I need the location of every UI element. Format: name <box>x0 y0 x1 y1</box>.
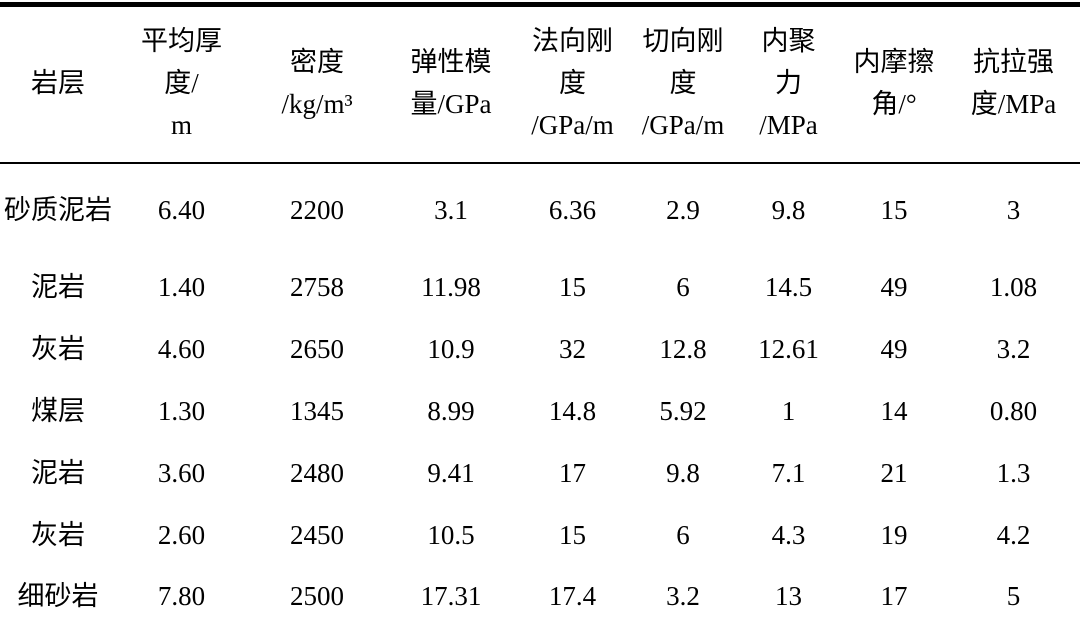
friction-angle-cell: 49 <box>880 272 908 303</box>
friction-angle-cell: 17 <box>880 581 908 612</box>
normal-stiffness-cell: 17.4 <box>548 581 597 612</box>
thickness-cell: 1.40 <box>157 272 206 303</box>
thickness-cell: 4.60 <box>157 334 206 365</box>
thickness-cell: 3.60 <box>157 458 206 489</box>
rock-layer-cell: 灰岩 <box>31 520 85 551</box>
friction-angle-cell: 19 <box>880 520 908 551</box>
header-normal-stiffness: 法向刚 度 /GPa/m <box>515 4 630 164</box>
table-row: 灰岩 2.60 2450 10.5 15 6 4.3 19 4.2 <box>0 505 1080 567</box>
thickness-cell: 6.40 <box>157 194 206 225</box>
header-friction-angle: 内摩擦 角/° <box>841 4 947 164</box>
normal-stiffness-cell: 32 <box>559 334 586 365</box>
friction-angle-cell: 49 <box>880 334 908 365</box>
shear-stiffness-cell: 6 <box>676 520 690 551</box>
header-row: 岩层 平均厚 度/ m 密度 /kg/m³ 弹性模 量/GPa 法向刚 度 /G… <box>0 4 1080 164</box>
shear-stiffness-cell: 5.92 <box>659 396 707 427</box>
shear-stiffness-cell: 6 <box>676 272 690 303</box>
cohesion-cell: 9.8 <box>771 194 806 225</box>
rock-layer-cell: 泥岩 <box>31 458 85 489</box>
density-cell: 2480 <box>290 458 344 489</box>
tensile-strength-cell: 1.08 <box>989 272 1038 303</box>
thickness-cell: 2.60 <box>157 520 206 551</box>
rock-layer-cell: 煤层 <box>31 396 85 427</box>
modulus-cell: 17.31 <box>420 581 482 612</box>
density-cell: 2450 <box>290 520 344 551</box>
density-cell: 2200 <box>290 194 344 225</box>
table-row: 灰岩 4.60 2650 10.9 32 12.8 12.61 49 3.2 <box>0 319 1080 381</box>
table-row: 细砂岩 7.80 2500 17.31 17.4 3.2 13 17 5 <box>0 567 1080 624</box>
cohesion-cell: 13 <box>775 581 802 612</box>
shear-stiffness-cell: 12.8 <box>659 334 707 365</box>
modulus-cell: 10.5 <box>427 520 475 551</box>
header-elastic-modulus: 弹性模 量/GPa <box>387 4 515 164</box>
rock-layer-cell: 砂质泥岩 <box>4 194 112 225</box>
normal-stiffness-cell: 14.8 <box>548 396 597 427</box>
rock-layer-cell: 细砂岩 <box>17 581 99 612</box>
header-tensile-strength: 抗拉强 度/MPa <box>947 4 1080 164</box>
modulus-cell: 10.9 <box>427 334 475 365</box>
header-shear-stiffness: 切向刚 度 /GPa/m <box>630 4 736 164</box>
tensile-strength-cell: 3.2 <box>996 334 1031 365</box>
modulus-cell: 11.98 <box>421 272 481 303</box>
table-row: 煤层 1.30 1345 8.99 14.8 5.92 1 14 0.80 <box>0 381 1080 443</box>
thickness-cell: 1.30 <box>157 396 206 427</box>
modulus-cell: 9.41 <box>427 458 475 489</box>
density-cell: 1345 <box>290 396 344 427</box>
header-avg-thickness: 平均厚 度/ m <box>116 4 247 164</box>
rock-layer-cell: 灰岩 <box>31 334 85 365</box>
cohesion-cell: 1 <box>781 396 796 427</box>
density-cell: 2500 <box>290 581 344 612</box>
tensile-strength-cell: 3 <box>1006 194 1021 225</box>
tensile-strength-cell: 5 <box>1006 581 1021 612</box>
rock-layer-cell: 泥岩 <box>31 272 85 303</box>
header-cohesion: 内聚 力 /MPa <box>736 4 841 164</box>
friction-angle-cell: 15 <box>880 194 908 225</box>
normal-stiffness-cell: 6.36 <box>548 194 597 225</box>
table-row: 砂质泥岩 6.40 2200 3.1 6.36 2.9 9.8 15 3 <box>0 163 1080 257</box>
modulus-cell: 3.1 <box>434 194 468 225</box>
shear-stiffness-cell: 2.9 <box>666 194 700 225</box>
header-density: 密度 /kg/m³ <box>247 4 387 164</box>
friction-angle-cell: 21 <box>880 458 908 489</box>
modulus-cell: 8.99 <box>427 396 475 427</box>
tensile-strength-cell: 1.3 <box>996 458 1031 489</box>
shear-stiffness-cell: 9.8 <box>666 458 700 489</box>
normal-stiffness-cell: 15 <box>559 272 586 303</box>
density-cell: 2650 <box>290 334 344 365</box>
tensile-strength-cell: 4.2 <box>996 520 1031 551</box>
cohesion-cell: 14.5 <box>764 272 813 303</box>
shear-stiffness-cell: 3.2 <box>666 581 700 612</box>
cohesion-cell: 4.3 <box>771 520 806 551</box>
table-row: 泥岩 1.40 2758 11.98 15 6 14.5 49 1.08 <box>0 257 1080 319</box>
table-row: 泥岩 3.60 2480 9.41 17 9.8 7.1 21 1.3 <box>0 443 1080 505</box>
thickness-cell: 7.80 <box>157 581 206 612</box>
header-rock-layer: 岩层 <box>0 4 116 164</box>
cohesion-cell: 12.61 <box>758 334 819 365</box>
normal-stiffness-cell: 15 <box>559 520 586 551</box>
tensile-strength-cell: 0.80 <box>989 396 1038 427</box>
cohesion-cell: 7.1 <box>771 458 806 489</box>
friction-angle-cell: 14 <box>880 396 908 427</box>
density-cell: 2758 <box>290 272 344 303</box>
normal-stiffness-cell: 17 <box>559 458 586 489</box>
